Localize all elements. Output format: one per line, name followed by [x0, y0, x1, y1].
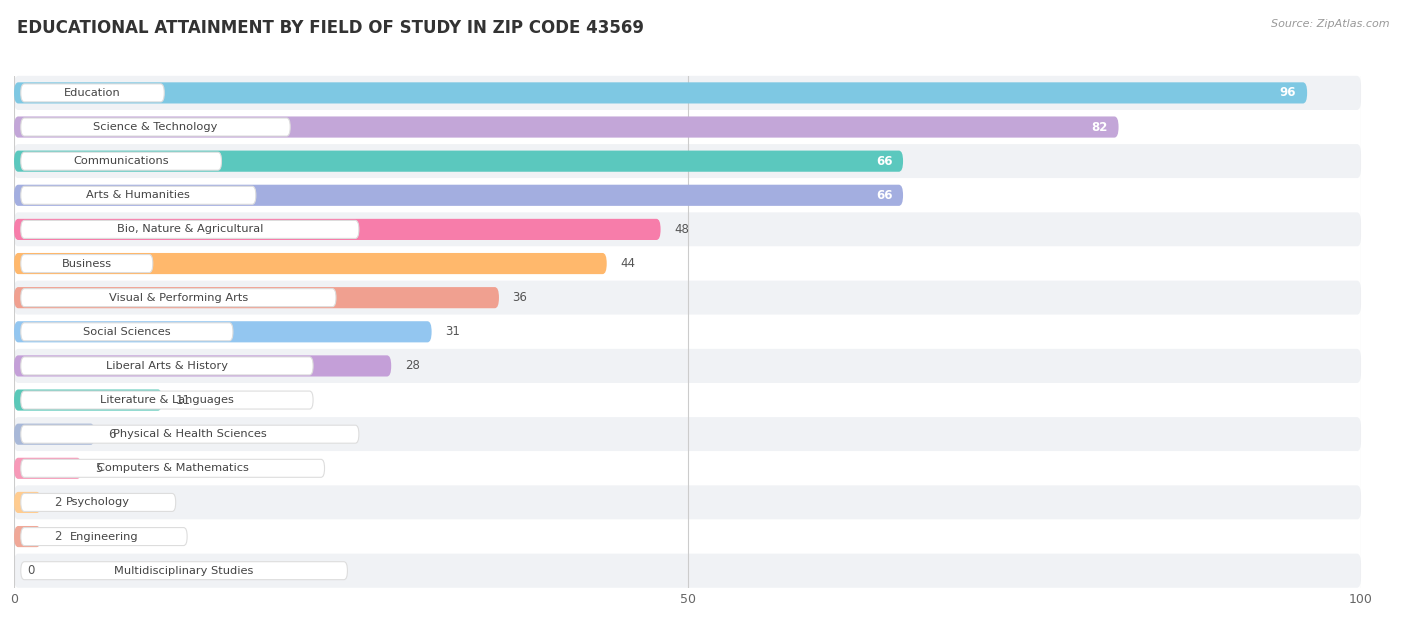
FancyBboxPatch shape — [14, 383, 1361, 417]
Text: 11: 11 — [176, 394, 191, 406]
FancyBboxPatch shape — [21, 357, 314, 375]
Text: Science & Technology: Science & Technology — [93, 122, 218, 132]
FancyBboxPatch shape — [14, 355, 391, 377]
FancyBboxPatch shape — [14, 281, 1361, 315]
FancyBboxPatch shape — [14, 417, 1361, 451]
FancyBboxPatch shape — [21, 289, 336, 307]
FancyBboxPatch shape — [21, 152, 222, 170]
Text: 96: 96 — [1279, 87, 1296, 99]
Text: 5: 5 — [94, 462, 103, 475]
FancyBboxPatch shape — [14, 82, 1308, 104]
FancyBboxPatch shape — [14, 185, 903, 206]
FancyBboxPatch shape — [21, 186, 256, 204]
Text: 31: 31 — [446, 325, 460, 338]
FancyBboxPatch shape — [14, 554, 1361, 588]
FancyBboxPatch shape — [21, 425, 359, 443]
Text: Bio, Nature & Agricultural: Bio, Nature & Agricultural — [117, 224, 263, 234]
Text: Psychology: Psychology — [66, 497, 131, 507]
Text: Education: Education — [65, 88, 121, 98]
Text: Business: Business — [62, 258, 112, 269]
Text: 82: 82 — [1091, 121, 1108, 133]
FancyBboxPatch shape — [14, 389, 162, 411]
Text: 66: 66 — [876, 189, 893, 202]
FancyBboxPatch shape — [14, 526, 41, 547]
FancyBboxPatch shape — [14, 110, 1361, 144]
Text: Arts & Humanities: Arts & Humanities — [86, 190, 190, 200]
Text: Literature & Languages: Literature & Languages — [100, 395, 233, 405]
Text: 44: 44 — [620, 257, 636, 270]
Text: Source: ZipAtlas.com: Source: ZipAtlas.com — [1271, 19, 1389, 29]
FancyBboxPatch shape — [14, 458, 82, 479]
Text: 0: 0 — [28, 564, 35, 577]
FancyBboxPatch shape — [14, 485, 1361, 520]
FancyBboxPatch shape — [21, 562, 347, 580]
FancyBboxPatch shape — [14, 321, 432, 343]
Text: Computers & Mathematics: Computers & Mathematics — [97, 463, 249, 473]
FancyBboxPatch shape — [14, 219, 661, 240]
FancyBboxPatch shape — [21, 391, 314, 409]
FancyBboxPatch shape — [14, 253, 607, 274]
Text: 6: 6 — [108, 428, 115, 441]
FancyBboxPatch shape — [14, 76, 1361, 110]
Text: Physical & Health Sciences: Physical & Health Sciences — [112, 429, 267, 439]
Text: 48: 48 — [673, 223, 689, 236]
FancyBboxPatch shape — [21, 528, 187, 545]
FancyBboxPatch shape — [21, 494, 176, 511]
FancyBboxPatch shape — [21, 255, 153, 272]
FancyBboxPatch shape — [14, 492, 41, 513]
Text: EDUCATIONAL ATTAINMENT BY FIELD OF STUDY IN ZIP CODE 43569: EDUCATIONAL ATTAINMENT BY FIELD OF STUDY… — [17, 19, 644, 37]
FancyBboxPatch shape — [14, 451, 1361, 485]
FancyBboxPatch shape — [14, 150, 903, 172]
FancyBboxPatch shape — [21, 118, 290, 136]
Text: Visual & Performing Arts: Visual & Performing Arts — [108, 293, 247, 303]
FancyBboxPatch shape — [21, 221, 359, 238]
Text: Multidisciplinary Studies: Multidisciplinary Studies — [114, 566, 254, 576]
FancyBboxPatch shape — [14, 349, 1361, 383]
FancyBboxPatch shape — [14, 246, 1361, 281]
FancyBboxPatch shape — [14, 116, 1119, 138]
FancyBboxPatch shape — [14, 178, 1361, 212]
FancyBboxPatch shape — [14, 520, 1361, 554]
Text: Communications: Communications — [73, 156, 169, 166]
Text: 2: 2 — [55, 496, 62, 509]
Text: Liberal Arts & History: Liberal Arts & History — [105, 361, 228, 371]
FancyBboxPatch shape — [21, 84, 165, 102]
Text: Engineering: Engineering — [70, 532, 138, 542]
FancyBboxPatch shape — [21, 459, 325, 477]
FancyBboxPatch shape — [21, 323, 233, 341]
Text: 36: 36 — [512, 291, 527, 304]
FancyBboxPatch shape — [14, 212, 1361, 246]
Text: 2: 2 — [55, 530, 62, 543]
FancyBboxPatch shape — [14, 144, 1361, 178]
FancyBboxPatch shape — [14, 423, 94, 445]
Text: 66: 66 — [876, 155, 893, 167]
FancyBboxPatch shape — [14, 315, 1361, 349]
Text: Social Sciences: Social Sciences — [83, 327, 170, 337]
Text: 28: 28 — [405, 360, 419, 372]
FancyBboxPatch shape — [14, 287, 499, 308]
